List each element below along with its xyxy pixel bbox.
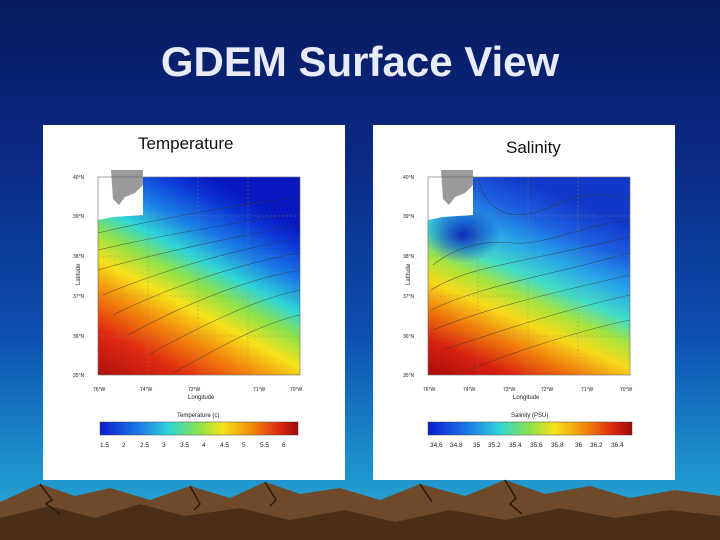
svg-text:35: 35 bbox=[473, 442, 481, 449]
low-salinity-region bbox=[425, 207, 501, 263]
svg-text:38°N: 38°N bbox=[73, 254, 85, 260]
svg-text:6: 6 bbox=[282, 442, 286, 449]
salinity-grid bbox=[428, 177, 630, 375]
svg-text:76°W: 76°W bbox=[93, 387, 106, 393]
svg-text:1.5: 1.5 bbox=[100, 442, 109, 449]
temperature-contours bbox=[97, 196, 301, 374]
salinity-lat-ticks: 40°N 39°N 38°N 37°N 36°N 35°N bbox=[403, 175, 415, 379]
svg-text:35°N: 35°N bbox=[403, 373, 415, 379]
salinity-colorbar-label: Salinity (PSU) bbox=[511, 413, 548, 419]
svg-text:5: 5 bbox=[242, 442, 246, 449]
slide-title: GDEM Surface View bbox=[160, 38, 560, 85]
temperature-colorbar bbox=[99, 421, 299, 436]
svg-text:36: 36 bbox=[575, 442, 583, 449]
salinity-colorbar-ticks: 34.6 34.8 35 35.2 35.4 35.6 35.8 36 36.2… bbox=[430, 442, 624, 449]
mountain-ridges bbox=[39, 479, 523, 515]
svg-text:35.2: 35.2 bbox=[488, 442, 501, 449]
svg-text:76°W: 76°W bbox=[423, 387, 436, 393]
svg-text:35.8: 35.8 bbox=[551, 442, 564, 449]
svg-text:37°N: 37°N bbox=[403, 294, 415, 300]
temperature-panel-title: Temperature bbox=[138, 134, 234, 153]
svg-text:71°W: 71°W bbox=[253, 387, 266, 393]
temperature-grid bbox=[98, 177, 300, 375]
temperature-colorbar-ticks: 1.5 2 2.5 3 3.5 4 4.5 5 5.5 6 bbox=[100, 442, 286, 449]
temperature-ylabel: Latitude bbox=[76, 263, 82, 285]
svg-text:3: 3 bbox=[162, 442, 166, 449]
salinity-lon-ticks: 76°W 74°W 73°W 72°W 71°W 70°W bbox=[423, 387, 633, 393]
temperature-colorbar-label: Temperature (c) bbox=[177, 413, 219, 419]
salinity-xlabel: Longitude bbox=[513, 395, 540, 401]
svg-text:72°W: 72°W bbox=[188, 387, 201, 393]
salinity-colorbar bbox=[427, 421, 633, 436]
temperature-lat-ticks: 40°N 39°N 38°N 37°N 36°N 35°N bbox=[73, 175, 85, 379]
svg-text:74°W: 74°W bbox=[140, 387, 153, 393]
temperature-map: 40°N 39°N 38°N 37°N 36°N 35°N Latitude 7… bbox=[73, 170, 303, 449]
land-mass bbox=[441, 170, 473, 205]
svg-text:72°W: 72°W bbox=[541, 387, 554, 393]
temperature-xlabel: Longitude bbox=[188, 395, 215, 401]
svg-text:2: 2 bbox=[122, 442, 126, 449]
salinity-ylabel: Latitude bbox=[406, 263, 412, 285]
svg-text:35.6: 35.6 bbox=[530, 442, 543, 449]
salinity-map: 40°N 39°N 38°N 37°N 36°N 35°N Latitude 7… bbox=[403, 170, 633, 449]
svg-text:35°N: 35°N bbox=[73, 373, 85, 379]
svg-text:70°W: 70°W bbox=[290, 387, 303, 393]
svg-text:4.5: 4.5 bbox=[220, 442, 229, 449]
svg-text:38°N: 38°N bbox=[403, 254, 415, 260]
svg-text:3.5: 3.5 bbox=[180, 442, 189, 449]
salinity-panel-title: Salinity bbox=[506, 138, 561, 157]
salinity-panel: Salinity bbox=[373, 125, 675, 480]
svg-text:35.4: 35.4 bbox=[509, 442, 522, 449]
temperature-frame bbox=[97, 176, 301, 376]
svg-text:34.6: 34.6 bbox=[430, 442, 443, 449]
land-mass bbox=[111, 170, 143, 205]
salinity-frame bbox=[427, 176, 631, 376]
svg-text:36°N: 36°N bbox=[403, 334, 415, 340]
temperature-lon-ticks: 76°W 74°W 72°W 71°W 70°W bbox=[93, 387, 303, 393]
svg-text:36.4: 36.4 bbox=[611, 442, 624, 449]
svg-text:2.5: 2.5 bbox=[140, 442, 149, 449]
temperature-panel: Temperature bbox=[43, 125, 345, 480]
svg-text:73°W: 73°W bbox=[503, 387, 516, 393]
svg-text:5.5: 5.5 bbox=[260, 442, 269, 449]
svg-text:39°N: 39°N bbox=[403, 214, 415, 220]
salinity-contours bbox=[430, 176, 631, 371]
svg-text:70°W: 70°W bbox=[620, 387, 633, 393]
svg-text:74°W: 74°W bbox=[463, 387, 476, 393]
svg-text:37°N: 37°N bbox=[73, 294, 85, 300]
svg-text:39°N: 39°N bbox=[73, 214, 85, 220]
svg-text:36.2: 36.2 bbox=[590, 442, 603, 449]
svg-text:4: 4 bbox=[202, 442, 206, 449]
mountain-landscape bbox=[0, 479, 720, 540]
svg-text:34.8: 34.8 bbox=[450, 442, 463, 449]
mountain-front bbox=[0, 504, 720, 540]
svg-text:36°N: 36°N bbox=[73, 334, 85, 340]
svg-text:40°N: 40°N bbox=[73, 175, 85, 181]
svg-text:71°W: 71°W bbox=[581, 387, 594, 393]
svg-text:40°N: 40°N bbox=[403, 175, 415, 181]
